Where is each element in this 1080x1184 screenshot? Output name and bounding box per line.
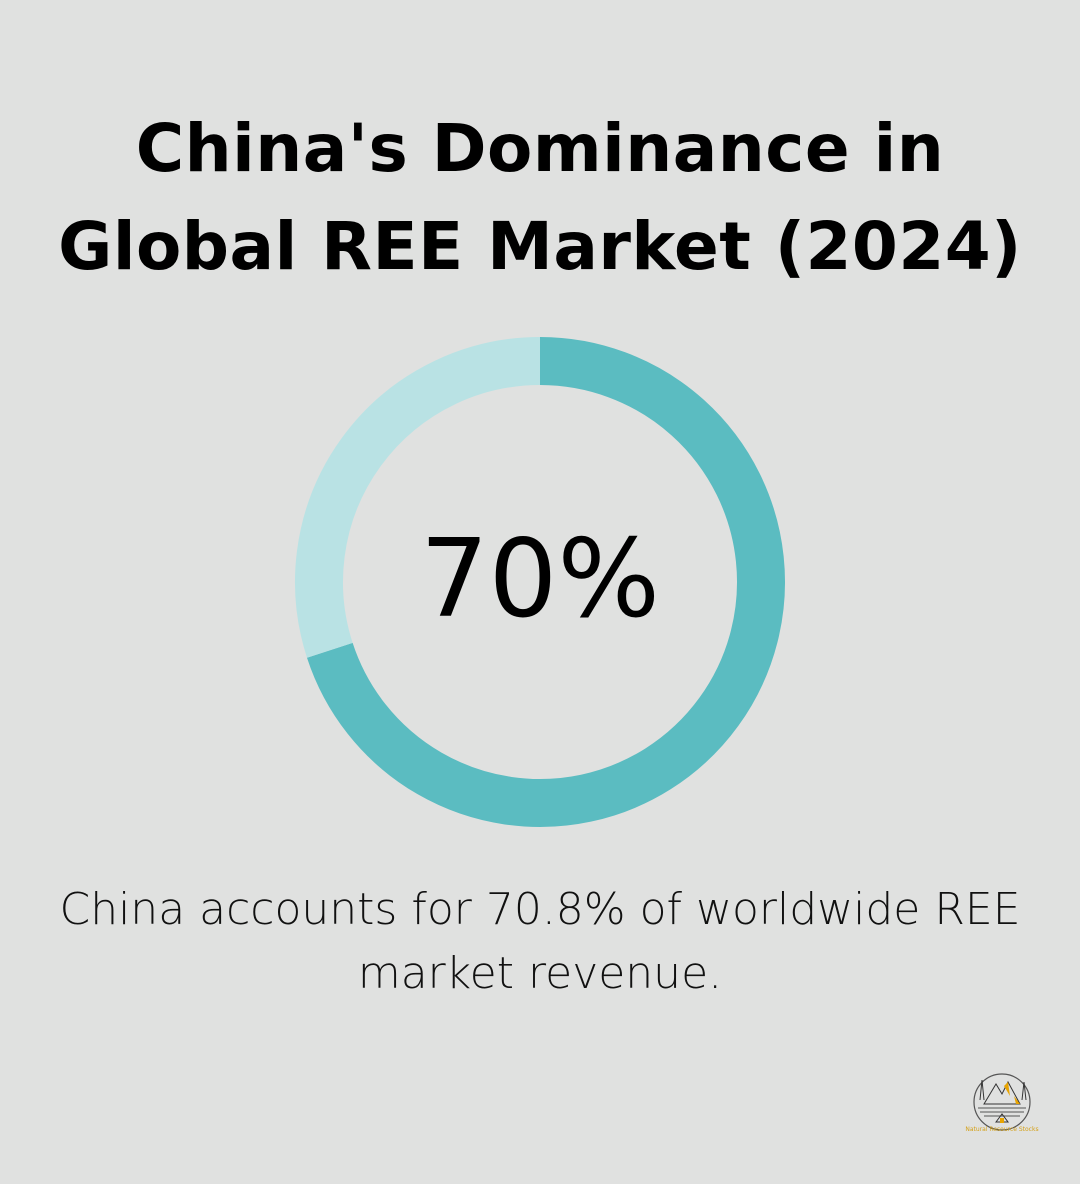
title-line-1: China's Dominance in bbox=[135, 110, 945, 187]
logo-icon bbox=[973, 1073, 1031, 1131]
donut-slice-0 bbox=[307, 337, 785, 827]
title-line-2: Global REE Market (2024) bbox=[58, 208, 1022, 285]
logo-text: Natural Resource Stocks bbox=[965, 1126, 1039, 1133]
page-title: China's Dominance in Global REE Market (… bbox=[0, 100, 1080, 296]
donut-slice-1 bbox=[295, 337, 541, 658]
center-label: 70% bbox=[419, 517, 661, 642]
description: China accounts for 70.8% of worldwide RE… bbox=[59, 884, 1021, 999]
